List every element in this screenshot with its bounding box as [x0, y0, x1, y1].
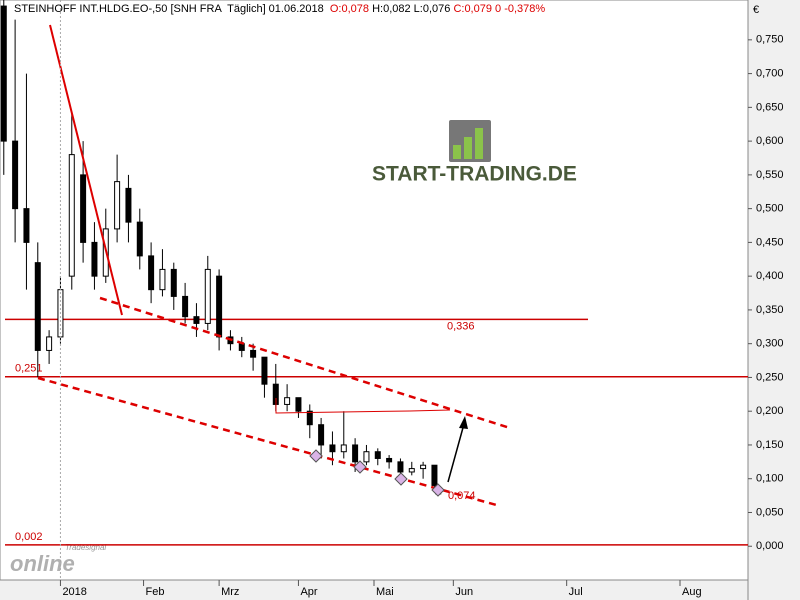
- x-tick-label: Mai: [376, 586, 394, 598]
- y-tick-label: 0,750: [756, 34, 784, 46]
- candle-body: [34, 262, 41, 351]
- candle-body: [340, 444, 347, 453]
- target-line: [275, 398, 451, 414]
- y-tick-label: 0,650: [756, 101, 784, 113]
- plot-area: [0, 0, 749, 581]
- header: STEINHOFF INT.HLDG.EO-,50 [SNH FRA Tägli…: [0, 0, 545, 18]
- candle-body: [363, 451, 370, 463]
- candle-body: [284, 397, 291, 405]
- x-tick-label: 2018: [62, 586, 86, 598]
- candle-body: [170, 268, 177, 297]
- y-tick-label: 0,550: [756, 169, 784, 181]
- y-tick-label: 0,450: [756, 236, 784, 248]
- level-label: 0,002: [15, 531, 43, 543]
- y-tick-label: 0,000: [756, 540, 784, 552]
- logo-bar: [464, 137, 472, 159]
- trend-channel-bottom: [37, 376, 501, 508]
- arrow-head: [459, 416, 468, 429]
- marks: 0,336 0,251 0,002 0,074: [0, 0, 748, 546]
- candle-body: [306, 410, 313, 426]
- candle-body: [295, 397, 302, 412]
- candle-body: [420, 464, 427, 470]
- annotations: [37, 24, 511, 508]
- y-tick-label: 0,100: [756, 473, 784, 485]
- candle-body: [114, 181, 121, 230]
- title: STEINHOFF INT.HLDG.EO-,50 [SNH FRA Tägli…: [14, 3, 324, 15]
- quote-change: C:0,079 0 -0,378%: [453, 3, 546, 15]
- candle-body: [216, 275, 223, 338]
- level-label: 0,336: [447, 320, 475, 332]
- y-tick-label: 0,500: [756, 203, 784, 215]
- quote-high-low: H:0,082 L:0,076: [372, 3, 451, 15]
- candle-body: [374, 451, 381, 459]
- diamonds: [309, 449, 445, 497]
- logo-bar: [475, 128, 483, 159]
- logo: START-TRADING.DE: [372, 120, 577, 186]
- watermark-top: Tradesignal: [65, 543, 106, 552]
- candle-body: [318, 424, 325, 446]
- candle-body: [91, 241, 98, 277]
- x-tick-label: Feb: [146, 586, 165, 598]
- candle-body: [12, 140, 19, 210]
- y-tick-label: 0,250: [756, 371, 784, 383]
- y-tick-label: 0,350: [756, 304, 784, 316]
- diamond: [353, 460, 367, 474]
- candle-body: [46, 336, 53, 351]
- candle-body: [352, 444, 359, 463]
- trend-line: [49, 24, 123, 316]
- diamond: [309, 449, 323, 463]
- x-tick-label: Mrz: [221, 586, 239, 598]
- watermark-main: online: [10, 551, 75, 576]
- candle-body: [204, 268, 211, 324]
- y-tick-label: 0,400: [756, 270, 784, 282]
- candle-body: [80, 174, 87, 243]
- y-tick-label: 0,300: [756, 338, 784, 350]
- candle-body: [408, 468, 415, 473]
- candle-body: [397, 461, 404, 473]
- currency: €: [753, 4, 759, 16]
- candle-body: [193, 316, 200, 324]
- y-tick-label: 0,700: [756, 68, 784, 80]
- candle-body: [261, 356, 268, 385]
- level-label: 0,251: [15, 363, 43, 375]
- candle-body: [159, 268, 166, 291]
- diamond: [431, 483, 445, 497]
- logo-text: START-TRADING.DE: [372, 163, 577, 186]
- y-tick-label: 0,200: [756, 405, 784, 417]
- x-tick-label: Jun: [455, 586, 473, 598]
- target-label: 0,074: [448, 490, 476, 502]
- candle-body: [182, 295, 189, 318]
- candle-body: [136, 221, 143, 257]
- x-tick-label: Apr: [300, 586, 317, 598]
- candle-body: [431, 464, 438, 486]
- candle-body: [23, 208, 30, 243]
- diamond: [394, 472, 408, 486]
- y-tick-label: 0,150: [756, 439, 784, 451]
- candle-body: [0, 5, 7, 142]
- quote-open: O:0,078: [329, 3, 370, 15]
- candle-body: [386, 457, 393, 463]
- y-tick-label: 0,050: [756, 506, 784, 518]
- x-tick-label: Jul: [569, 586, 583, 598]
- logo-bar: [453, 145, 461, 159]
- arrow: [447, 423, 465, 483]
- watermark: Tradesignal online: [10, 543, 106, 576]
- candle-body: [125, 187, 132, 223]
- candle-body: [250, 349, 257, 358]
- candle-body: [68, 154, 75, 277]
- y-tick-label: 0,600: [756, 135, 784, 147]
- candle-body: [148, 255, 155, 291]
- candle-body: [329, 444, 336, 453]
- x-tick-label: Aug: [682, 586, 702, 598]
